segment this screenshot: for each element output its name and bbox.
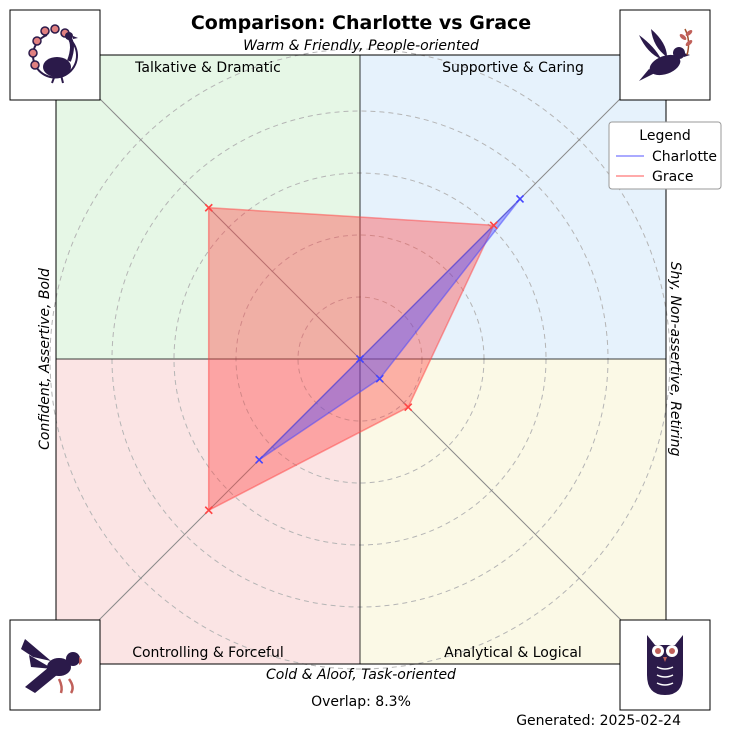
owl-icon [619,619,711,711]
data-point-charlotte-3 [255,455,264,464]
overlap-text: Overlap: 8.3% [311,694,411,710]
chart-border [55,54,667,665]
data-point-grace-2 [404,403,413,412]
quadrant-label-analytical: Analytical & Logical [444,645,582,661]
quadrant-label-controlling: Controlling & Forceful [132,645,284,661]
data-point-charlotte-1 [515,194,525,204]
data-point-grace-3 [204,506,213,515]
chart-title: Comparison: Charlotte vs Grace [191,12,531,34]
series-layer [204,194,525,515]
dove-icon [619,9,711,101]
legend-entry-charlotte: Charlotte [652,149,717,165]
legend-title: Legend [639,128,690,144]
generated-text: Generated: 2025-02-24 [516,713,681,729]
data-point-charlotte-2 [375,374,384,383]
legend: Legend Charlotte Grace [608,121,722,190]
axis-label-right: Shy, Non-assertive, Retiring [667,262,683,457]
quadrant-label-talkative: Talkative & Dramatic [134,60,281,76]
axis-label-left: Confident, Assertive, Bold [37,268,53,450]
grid-ring-5 [49,48,671,670]
legend-entry-grace: Grace [652,169,694,185]
eagle-icon [9,619,101,711]
peacock-icon [9,9,101,101]
data-point-grace-4 [204,203,213,212]
data-point-charlotte-4 [355,354,365,364]
quadrant-label-supportive: Supportive & Caring [442,60,584,76]
axis-label-bottom: Cold & Aloof, Task-oriented [266,667,456,683]
data-point-grace-1 [489,221,498,230]
axis-label-top: Warm & Friendly, People-oriented [243,38,479,54]
